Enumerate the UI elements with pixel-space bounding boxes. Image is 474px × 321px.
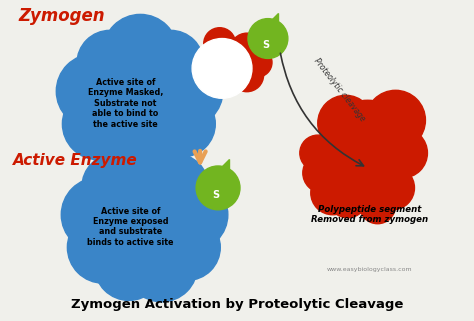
Circle shape (243, 48, 272, 77)
Text: S: S (262, 39, 270, 49)
Text: www.easybiologyclass.com: www.easybiologyclass.com (327, 267, 412, 272)
Text: Proteolytic cleavage: Proteolytic cleavage (312, 57, 367, 124)
Circle shape (230, 58, 264, 92)
Circle shape (248, 19, 288, 58)
Circle shape (204, 28, 236, 59)
Circle shape (154, 214, 220, 280)
Circle shape (149, 91, 215, 157)
Circle shape (89, 47, 192, 150)
Circle shape (192, 39, 252, 98)
Circle shape (208, 42, 248, 82)
Circle shape (67, 212, 139, 283)
Circle shape (311, 171, 355, 215)
Circle shape (77, 30, 143, 96)
Circle shape (196, 166, 240, 210)
Circle shape (378, 128, 428, 178)
Circle shape (318, 95, 374, 151)
Text: S: S (212, 190, 219, 200)
Text: Zymogen: Zymogen (18, 7, 105, 25)
Circle shape (371, 166, 414, 210)
Circle shape (204, 65, 236, 97)
Circle shape (151, 56, 223, 127)
Circle shape (93, 170, 197, 273)
Text: Zymogen Activation by Proteolytic Cleavage: Zymogen Activation by Proteolytic Cleava… (71, 298, 403, 311)
Circle shape (103, 14, 178, 89)
Circle shape (360, 188, 395, 224)
Circle shape (303, 153, 343, 193)
Circle shape (121, 107, 192, 178)
Circle shape (126, 230, 198, 302)
Circle shape (334, 159, 382, 207)
Text: Active site of
Enzyme exposed
and substrate
binds to active site: Active site of Enzyme exposed and substr… (87, 207, 173, 247)
Circle shape (156, 179, 228, 251)
Circle shape (330, 100, 405, 176)
Circle shape (82, 154, 148, 220)
Circle shape (137, 30, 204, 96)
Circle shape (312, 132, 364, 184)
Polygon shape (258, 13, 278, 32)
Circle shape (328, 178, 368, 218)
Text: Active Enzyme: Active Enzyme (13, 153, 137, 168)
Circle shape (143, 154, 209, 220)
Circle shape (355, 145, 410, 201)
Circle shape (90, 108, 158, 177)
Text: Active site of
Enzyme Masked,
Substrate not
able to bind to
the active site: Active site of Enzyme Masked, Substrate … (88, 78, 163, 128)
Circle shape (108, 138, 182, 213)
Circle shape (94, 231, 164, 300)
Circle shape (365, 90, 426, 150)
Polygon shape (207, 160, 229, 181)
Circle shape (56, 54, 131, 128)
Circle shape (230, 33, 264, 67)
Circle shape (61, 178, 136, 252)
Text: Polypeptide segment
Removed from zymogen: Polypeptide segment Removed from zymogen (311, 205, 428, 224)
Circle shape (300, 135, 336, 171)
Circle shape (63, 88, 134, 160)
